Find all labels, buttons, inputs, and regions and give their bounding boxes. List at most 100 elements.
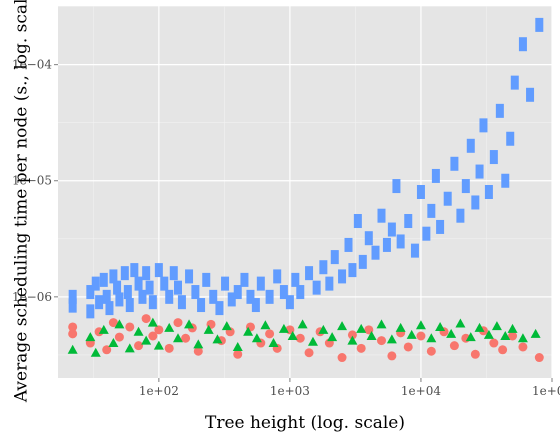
data-point-square (338, 269, 347, 284)
panel-background (58, 6, 552, 378)
data-point-square (344, 237, 353, 252)
data-point-triangle (147, 317, 158, 327)
data-point-triangle (114, 319, 125, 329)
data-point-circle (498, 345, 508, 355)
data-point-triangle (133, 326, 144, 336)
data-point-square (510, 75, 519, 90)
data-point-triangle (287, 331, 298, 341)
data-point-square (191, 285, 200, 300)
axis-ticks: 1e+02 1e+03 1e+04 1e+05 1e−06 1e−05 1e−04 (12, 58, 560, 398)
data-point-square (431, 168, 440, 183)
data-point-circle (376, 336, 386, 346)
y-tick-label: 1e−06 (12, 290, 52, 304)
data-point-circle (403, 342, 413, 352)
data-point-square (484, 185, 493, 199)
data-point-square (123, 285, 132, 300)
data-point-square (475, 164, 484, 179)
data-point-square (91, 276, 100, 291)
data-point-square (109, 269, 118, 284)
data-point-square (273, 269, 282, 284)
data-point-square (396, 234, 405, 249)
data-point-circle (68, 322, 78, 332)
data-point-square (115, 292, 124, 307)
data-point-square (227, 292, 236, 307)
data-point-square (291, 272, 300, 287)
data-point-circle (295, 333, 305, 343)
data-point-square (99, 272, 108, 287)
data-point-square (86, 304, 95, 319)
data-point-square (68, 289, 77, 304)
data-point-circle (337, 353, 347, 363)
data-point-square (319, 260, 328, 275)
data-point-square (145, 280, 154, 295)
data-point-triangle (530, 328, 541, 338)
data-point-circle (102, 345, 112, 355)
data-point-square (495, 103, 504, 118)
data-point-circle (193, 346, 203, 356)
data-point-square (461, 179, 470, 194)
data-point-square (387, 222, 396, 237)
data-point-square (95, 295, 104, 310)
data-point-triangle (67, 344, 78, 354)
data-point-triangle (141, 335, 152, 345)
data-point-triangle (376, 319, 387, 329)
data-point-triangle (108, 338, 119, 348)
data-point-triangle (98, 324, 109, 334)
data-point-circle (125, 322, 135, 332)
data-point-square (173, 280, 182, 295)
data-point-square (209, 289, 218, 304)
data-point-square (134, 276, 143, 291)
data-point-square (130, 263, 139, 278)
x-tick-label: 1e+02 (139, 384, 179, 398)
data-point-circle (134, 341, 144, 351)
data-point-triangle (491, 321, 502, 331)
data-point-square (102, 289, 111, 304)
data-point-square (256, 276, 265, 291)
data-point-square (422, 226, 431, 241)
data-point-square (325, 276, 334, 291)
data-point-square (233, 285, 242, 300)
data-point-square (197, 298, 206, 313)
data-point-square (177, 295, 186, 310)
data-point-triangle (465, 332, 476, 342)
data-point-square (364, 231, 373, 246)
data-point-square (518, 37, 527, 52)
data-point-triangle (356, 323, 367, 333)
x-tick-label: 1e+03 (270, 384, 310, 398)
data-point-square (142, 266, 151, 281)
data-point-square (443, 191, 452, 206)
data-point-circle (141, 314, 151, 324)
data-point-square (371, 245, 380, 260)
data-point-triangle (307, 336, 318, 346)
data-point-triangle (124, 343, 135, 353)
data-point-square (86, 285, 95, 300)
data-point-square (125, 298, 134, 313)
data-point-triangle (474, 322, 485, 332)
data-point-circle (470, 349, 480, 359)
data-point-circle (173, 318, 183, 328)
data-point-square (185, 269, 194, 284)
data-point-triangle (251, 333, 262, 343)
data-point-square (410, 243, 419, 258)
data-point-square (479, 118, 488, 133)
data-point-square (279, 285, 288, 300)
data-point-triangle (337, 321, 348, 331)
data-point-triangle (297, 319, 308, 329)
data-point-triangle (260, 320, 271, 330)
data-point-square (501, 173, 510, 188)
data-point-square (330, 250, 339, 265)
data-point-square (154, 263, 163, 278)
data-point-square (165, 289, 174, 304)
data-point-square (427, 203, 436, 218)
data-point-square (246, 289, 255, 304)
data-point-triangle (268, 338, 279, 348)
data-point-square (148, 295, 157, 310)
data-point-circle (449, 341, 459, 351)
y-tick-label: 1e−05 (12, 174, 52, 188)
data-point-circle (108, 318, 118, 328)
data-point-square (251, 298, 260, 313)
data-point-square (312, 280, 321, 295)
data-point-triangle (435, 321, 446, 331)
data-point-square (382, 237, 391, 252)
